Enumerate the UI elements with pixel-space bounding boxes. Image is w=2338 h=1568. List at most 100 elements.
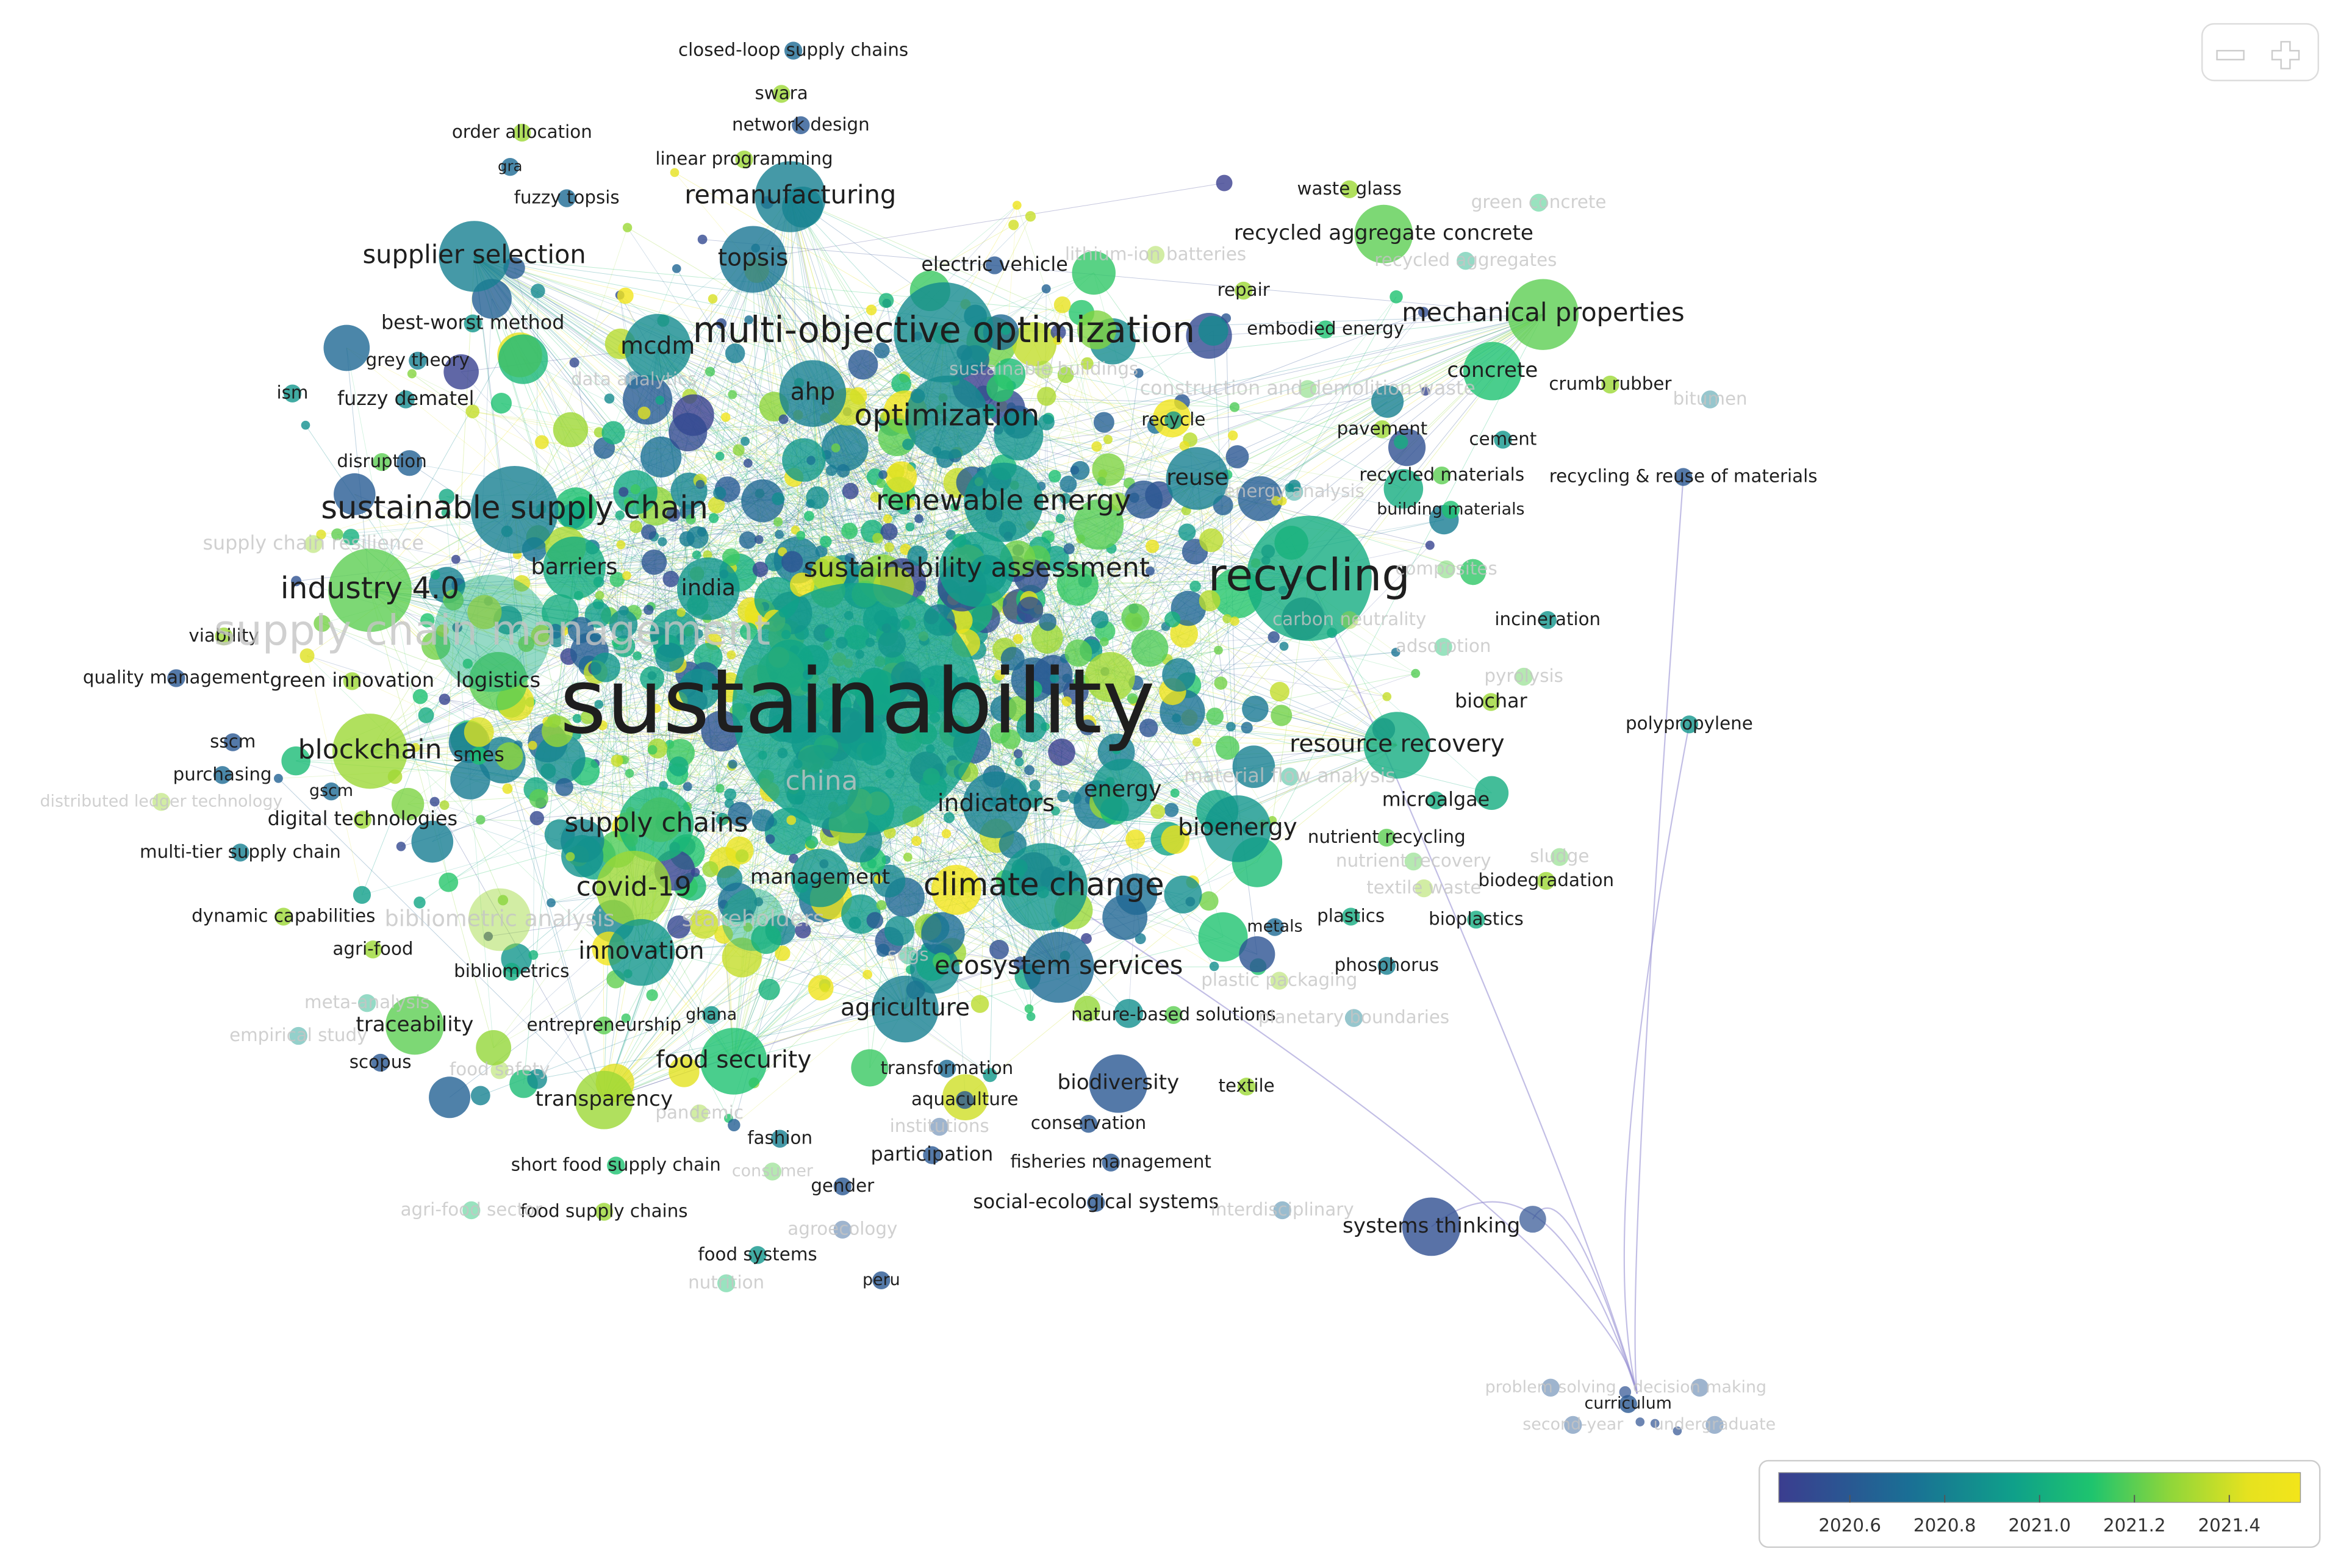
edge	[1087, 363, 1397, 746]
background-node	[970, 995, 989, 1013]
background-node	[728, 390, 737, 399]
color-legend: 2020.6 2020.8 2021.0 2021.2 2021.4	[1759, 1459, 2321, 1548]
background-node	[806, 486, 829, 509]
keyword-label: data analytics	[571, 369, 697, 390]
background-node	[646, 989, 658, 1001]
keyword-label: curriculum	[1585, 1394, 1672, 1413]
edge	[790, 196, 883, 475]
background-node	[1051, 806, 1060, 815]
keyword-label: gra	[498, 157, 523, 175]
keyword-label: supply chain resilience	[203, 532, 423, 554]
background-node	[669, 756, 689, 776]
edge	[346, 348, 803, 585]
edge	[1077, 584, 1416, 674]
background-node	[1121, 603, 1150, 632]
background-node	[1025, 211, 1036, 222]
keyword-label: biodiversity	[1058, 1070, 1180, 1095]
keyword-label: climate change	[923, 867, 1164, 903]
background-node	[836, 464, 850, 478]
edge	[692, 828, 1238, 887]
background-node	[866, 912, 884, 929]
keyword-label: disruption	[337, 451, 426, 471]
background-node	[429, 1076, 471, 1119]
edge	[1623, 724, 1690, 1394]
edge	[748, 320, 882, 351]
keyword-label: plastic packaging	[1201, 970, 1357, 990]
edge	[474, 256, 940, 620]
keyword-label: pyrolysis	[1484, 665, 1563, 686]
background-node	[695, 479, 705, 489]
edge	[1057, 340, 1397, 746]
keyword-label: nutrient recycling	[1308, 826, 1466, 847]
background-node	[692, 550, 701, 560]
background-node	[775, 945, 791, 961]
background-node	[1225, 445, 1249, 468]
background-node	[1192, 737, 1202, 747]
keyword-label: linear programming	[655, 148, 833, 169]
keyword-label: bibliometric analysis	[384, 905, 614, 931]
background-node	[1421, 387, 1430, 396]
edge	[1209, 314, 1543, 337]
edge	[501, 760, 604, 1100]
edge	[474, 256, 1172, 419]
edge	[514, 267, 1004, 503]
edge	[753, 259, 1109, 815]
background-node	[1125, 829, 1146, 850]
background-node	[831, 443, 841, 453]
background-node	[1519, 1206, 1546, 1233]
background-node	[1229, 402, 1240, 412]
background-node	[708, 513, 719, 523]
edge	[1034, 344, 1238, 829]
background-node	[641, 524, 657, 540]
background-node	[439, 800, 450, 811]
keyword-label: recycle	[1141, 409, 1205, 430]
keyword-label: sustainable supply chain	[321, 490, 708, 526]
edge	[748, 729, 1384, 915]
keyword-label: scopus	[350, 1051, 412, 1072]
keyword-label: closed-loop supply chains	[678, 40, 908, 60]
keyword-label: transformation	[880, 1058, 1013, 1078]
keyword-label: aquaculture	[911, 1089, 1018, 1109]
background-node	[880, 523, 898, 540]
edge	[474, 256, 958, 453]
background-node	[1216, 174, 1233, 192]
keyword-label: fuzzy topsis	[514, 187, 620, 208]
background-node	[1093, 412, 1114, 433]
edge	[686, 196, 791, 853]
edge	[656, 298, 714, 825]
background-node	[1014, 757, 1024, 767]
keyword-label: ahp	[791, 379, 836, 406]
background-node	[611, 754, 623, 767]
edge	[648, 502, 1004, 532]
background-node	[429, 797, 440, 807]
edge	[474, 256, 1111, 782]
background-node	[754, 535, 764, 544]
keyword-label: green innovation	[270, 670, 434, 692]
edge	[1019, 708, 1397, 746]
background-node	[490, 393, 512, 414]
edge	[307, 655, 653, 996]
background-node	[658, 537, 667, 546]
background-node	[733, 444, 745, 456]
edge	[1096, 446, 1474, 573]
background-node	[451, 554, 461, 564]
background-node	[782, 438, 826, 482]
background-node	[775, 529, 784, 539]
background-node	[878, 293, 894, 308]
keyword-label: blockchain	[298, 734, 442, 765]
keyword-label: dynamic capabilities	[192, 906, 375, 926]
keyword-label: energy	[1084, 776, 1162, 802]
edge	[821, 789, 1123, 901]
background-node	[1214, 676, 1228, 690]
keyword-label: cement	[1469, 428, 1537, 449]
keyword-label: building materials	[1377, 499, 1524, 518]
background-node	[884, 542, 894, 553]
background-node	[1268, 631, 1280, 643]
edge	[278, 778, 604, 1100]
keyword-label: supply chains	[564, 807, 748, 838]
keyword-label: mechanical properties	[1402, 298, 1684, 328]
edge	[881, 314, 1544, 484]
zoom-control[interactable]	[2201, 23, 2319, 82]
edge	[1043, 581, 1086, 887]
